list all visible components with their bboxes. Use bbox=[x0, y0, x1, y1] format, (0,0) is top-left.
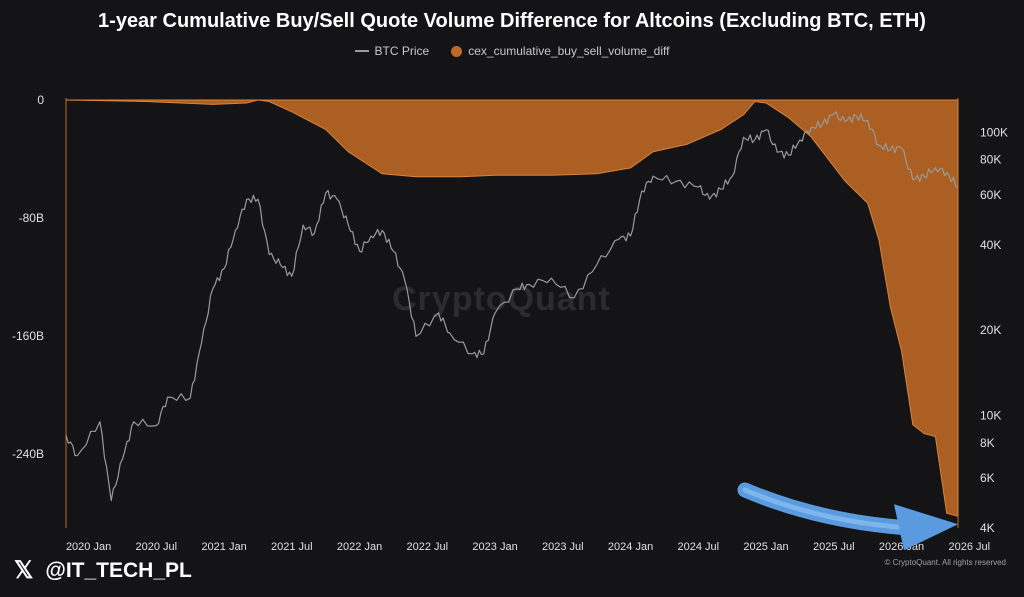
x-tick-label: 2024 Jul bbox=[678, 541, 720, 553]
legend-dot-swatch bbox=[451, 45, 463, 57]
x-tick-label: 2022 Jul bbox=[407, 541, 449, 553]
y-right-tick-label: 4K bbox=[980, 521, 995, 535]
y-right-tick-label: 80K bbox=[980, 153, 1001, 167]
x-tick-label: 2025 Jan bbox=[743, 541, 788, 553]
x-tick-label: 2021 Jul bbox=[271, 541, 313, 553]
y-right-tick-label: 60K bbox=[980, 188, 1001, 202]
copyright-text: © CryptoQuant. All rights reserved bbox=[884, 558, 1007, 567]
chart-title: 1-year Cumulative Buy/Sell Quote Volume … bbox=[98, 10, 926, 32]
legend-label-volume-diff: cex_cumulative_buy_sell_volume_diff bbox=[468, 44, 670, 58]
y-left-tick-label: -80B bbox=[19, 211, 44, 225]
x-tick-label: 2026 Jul bbox=[948, 541, 990, 553]
y-left-tick-label: -160B bbox=[12, 329, 44, 343]
area-volume-diff bbox=[65, 99, 959, 517]
chart-legend: BTC Price cex_cumulative_buy_sell_volume… bbox=[0, 44, 1024, 58]
x-tick-label: 2021 Jan bbox=[201, 541, 246, 553]
x-logo-icon: 𝕏 bbox=[14, 557, 34, 584]
handle-text: @IT_TECH_PL bbox=[45, 558, 192, 582]
x-tick-label: 2020 Jan bbox=[66, 541, 111, 553]
annotation-arrow-highlight bbox=[742, 487, 915, 531]
line-btc-price bbox=[65, 111, 959, 502]
y-right-tick-label: 20K bbox=[980, 323, 1001, 337]
author-handle: 𝕏 @IT_TECH_PL bbox=[14, 556, 192, 585]
x-tick-label: 2022 Jan bbox=[337, 541, 382, 553]
legend-item-btc-price[interactable]: BTC Price bbox=[354, 44, 430, 58]
legend-label-btc-price: BTC Price bbox=[374, 44, 430, 58]
y-right-tick-label: 40K bbox=[980, 238, 1001, 252]
x-tick-label: 2025 Jul bbox=[813, 541, 855, 553]
y-left-tick-label: 0 bbox=[37, 93, 44, 107]
legend-item-volume-diff[interactable]: cex_cumulative_buy_sell_volume_diff bbox=[451, 44, 669, 58]
annotation-arrow-head bbox=[894, 504, 958, 551]
y-right-tick-label: 100K bbox=[980, 125, 1008, 139]
x-tick-label: 2023 Jul bbox=[542, 541, 584, 553]
y-right-tick-label: 10K bbox=[980, 408, 1001, 422]
y-right-tick-label: 6K bbox=[980, 471, 995, 485]
y-left-tick-label: -240B bbox=[12, 447, 44, 461]
x-tick-label: 2023 Jan bbox=[472, 541, 517, 553]
watermark: CryptoQuant bbox=[392, 280, 611, 318]
legend-line-swatch bbox=[354, 50, 369, 52]
annotation-arrow-shaft bbox=[737, 482, 920, 536]
x-tick-label: 2020 Jul bbox=[136, 541, 178, 553]
x-tick-label: 2024 Jan bbox=[608, 541, 653, 553]
y-right-tick-label: 8K bbox=[980, 436, 995, 450]
